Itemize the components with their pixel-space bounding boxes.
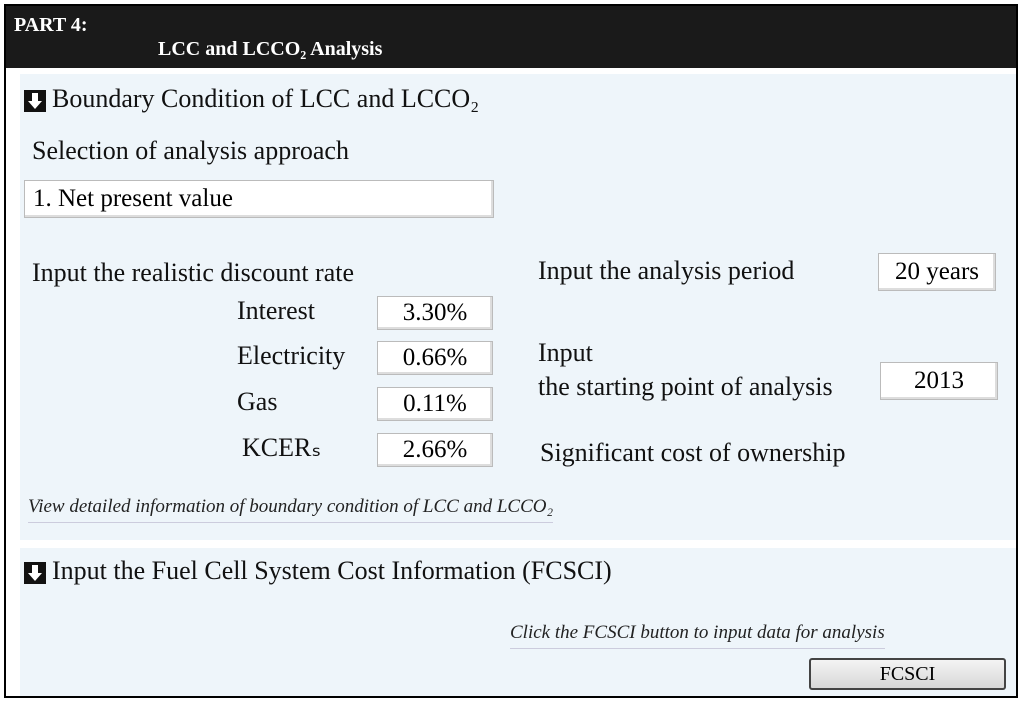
- period-input[interactable]: 20 years: [878, 253, 996, 291]
- start-label: the starting point of analysis: [538, 372, 833, 401]
- collapse-icon[interactable]: [24, 90, 46, 112]
- rate-input[interactable]: 2.66%: [377, 433, 493, 467]
- part-label: PART 4:: [14, 14, 88, 36]
- approach-select[interactable]: 1. Net present value: [24, 180, 494, 218]
- detail-link[interactable]: View detailed information of boundary co…: [28, 496, 554, 523]
- approach-label: Selection of analysis approach: [32, 136, 349, 165]
- rate-label: Gas: [237, 387, 278, 416]
- ownership-label: Significant cost of ownership: [540, 438, 846, 467]
- boundary-panel: Boundary Condition of LCC and LCCO₂ Sele…: [20, 74, 1016, 540]
- start-input[interactable]: 2013: [880, 362, 998, 400]
- header: PART 4: LCC and LCCO₂ Analysis: [6, 6, 1016, 68]
- section-title: Boundary Condition of LCC and LCCO₂: [52, 84, 480, 113]
- rate-input[interactable]: 3.30%: [377, 296, 493, 330]
- rate-label: Electricity: [237, 341, 346, 370]
- section-title: Input the Fuel Cell System Cost Informat…: [52, 556, 612, 585]
- rate-input[interactable]: 0.11%: [377, 387, 493, 421]
- discount-label: Input the realistic discount rate: [32, 258, 355, 287]
- window: PART 4: LCC and LCCO₂ Analysis Boundary …: [4, 4, 1018, 698]
- rate-label: KCERₛ: [242, 433, 322, 462]
- collapse-icon[interactable]: [24, 562, 46, 584]
- fcsci-button[interactable]: FCSCI: [809, 658, 1006, 690]
- rate-input[interactable]: 0.66%: [377, 341, 493, 375]
- instruction: Click the FCSCI button to input data for…: [510, 622, 885, 649]
- period-label: Input the analysis period: [538, 256, 795, 285]
- rate-label: Interest: [237, 296, 315, 325]
- fcsci-panel: Input the Fuel Cell System Cost Informat…: [20, 548, 1016, 696]
- header-title: LCC and LCCO₂ Analysis: [158, 38, 383, 60]
- start-label: Input: [538, 338, 593, 367]
